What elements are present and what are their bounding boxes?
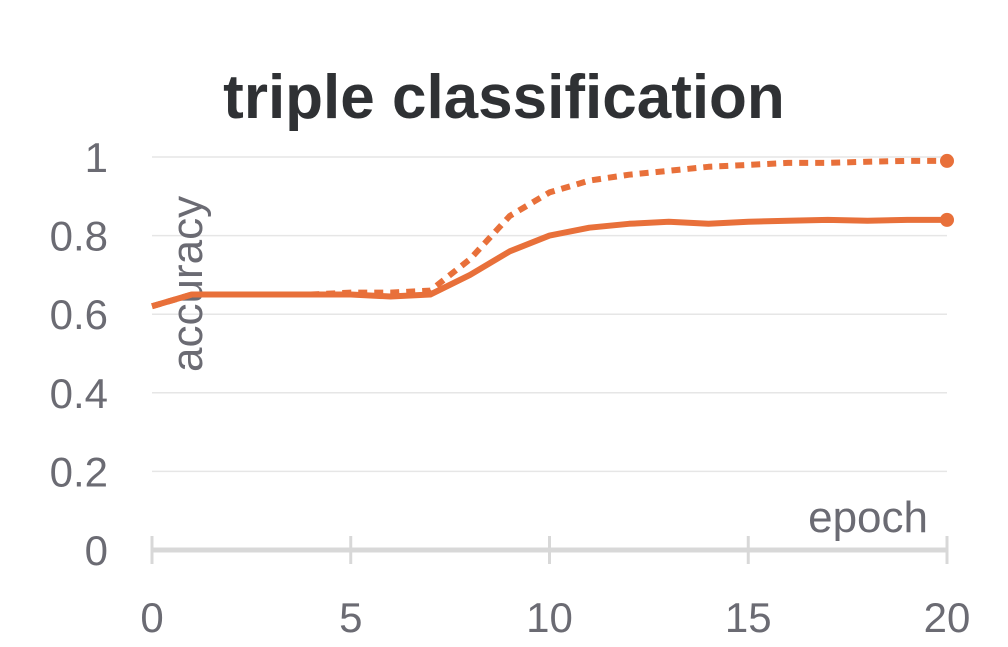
x-axis-label: epoch xyxy=(808,493,928,542)
x-tick-label: 15 xyxy=(725,594,772,641)
y-tick-label: 0 xyxy=(85,527,108,574)
y-tick-label: 0.4 xyxy=(50,370,108,417)
y-tick-label: 0.8 xyxy=(50,213,108,260)
x-tick-label: 0 xyxy=(140,594,163,641)
series-line-solid xyxy=(151,216,947,310)
y-axis-label: accuracy xyxy=(163,196,212,372)
grid-lines xyxy=(152,156,947,473)
chart-title: triple classification xyxy=(223,63,785,132)
y-tick-label: 1 xyxy=(85,134,108,181)
series-end-point-solid xyxy=(940,212,954,227)
x-tick-label: 20 xyxy=(924,594,971,641)
y-tick-label: 0.6 xyxy=(50,291,108,338)
y-tick-label: 0.2 xyxy=(50,448,108,495)
x-axis xyxy=(150,536,949,564)
x-tick-labels: 0 5 10 15 20 xyxy=(140,594,970,641)
x-tick-label: 5 xyxy=(339,594,362,641)
series-layer xyxy=(151,153,954,310)
y-tick-labels: 0 0.2 0.4 0.6 0.8 1 xyxy=(50,134,108,574)
series-end-point-dashed xyxy=(940,153,954,168)
x-tick-label: 10 xyxy=(526,594,573,641)
